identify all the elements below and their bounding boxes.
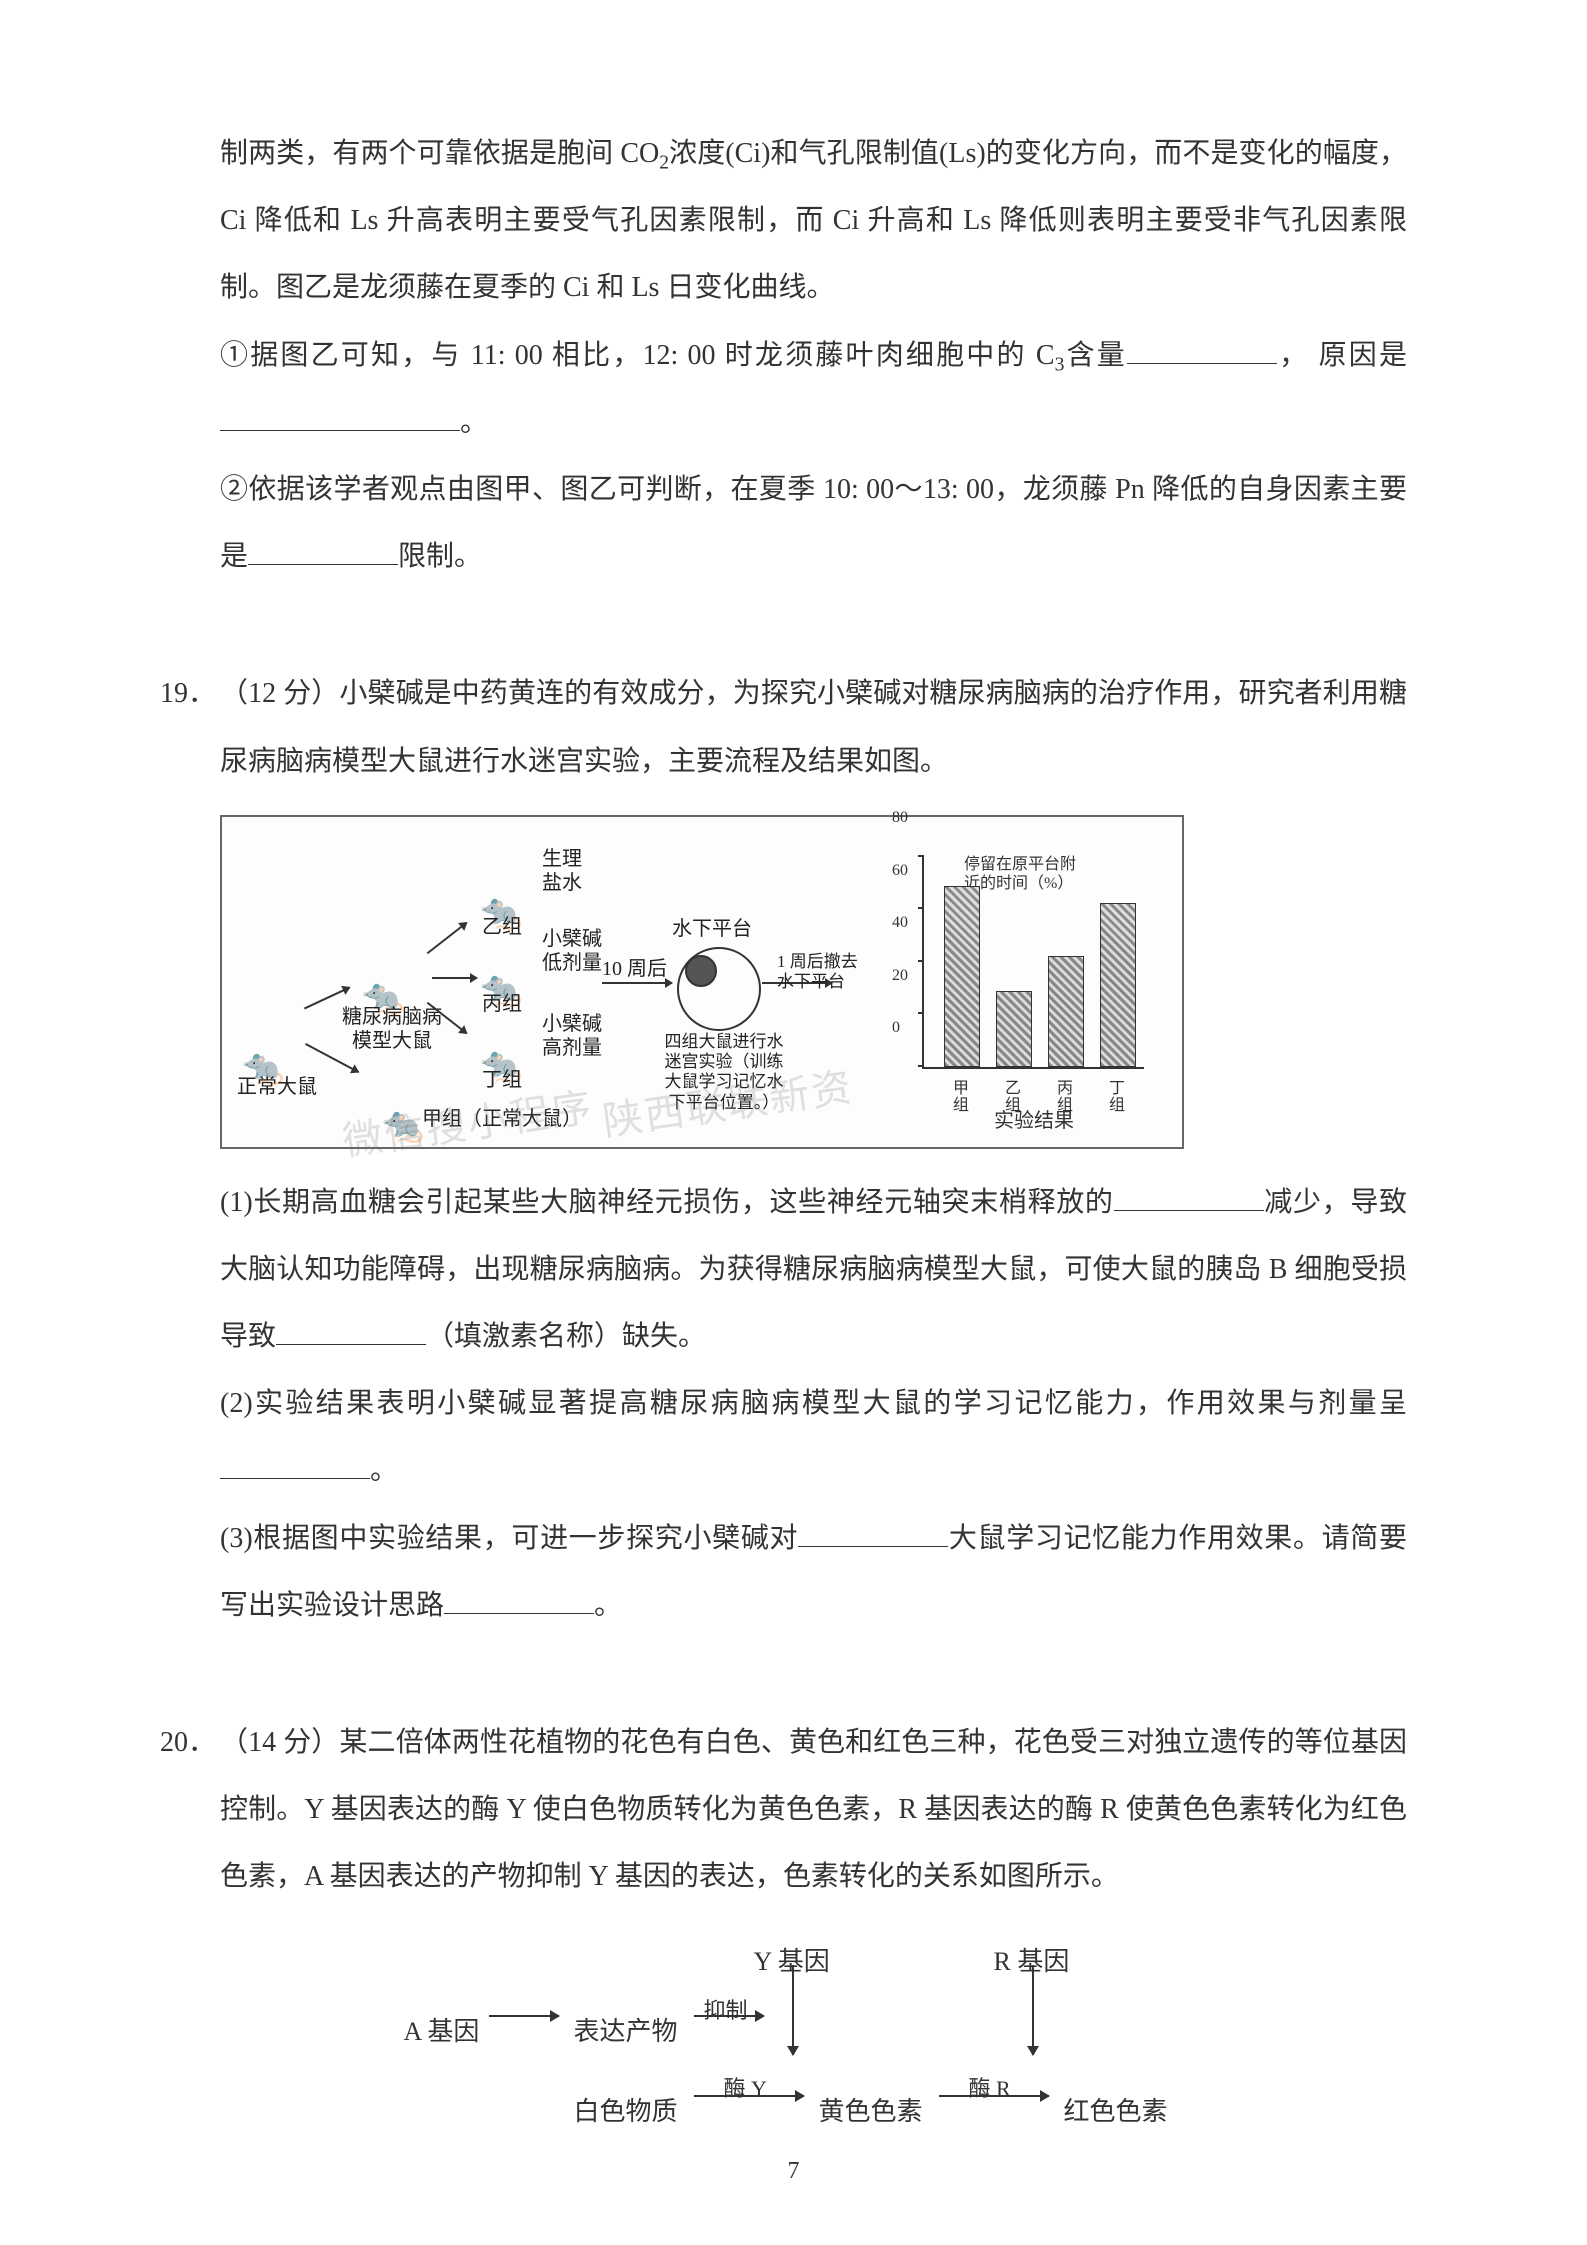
label-maze-text: 四组大鼠进行水 迷宫实验（训练 大鼠学习记忆水 下平台位置。）: [654, 1032, 794, 1114]
arrow-y-down: [792, 1965, 794, 2055]
blank-c3: [1127, 335, 1277, 364]
q19-sub2b: 。: [370, 1455, 398, 1486]
q19-stem: （12 分）小檗碱是中药黄连的有效成分，为探究小檗碱对糖尿病脑病的治疗作用，研究…: [220, 660, 1407, 794]
label-inhibit: 抑制: [704, 1985, 748, 2038]
label-saline: 生理 盐水: [542, 847, 582, 895]
label-remove: 1 周后撤去 水下平台: [777, 952, 858, 993]
ytick-line: [918, 1012, 924, 1014]
arrow-10weeks: [602, 982, 672, 984]
node-yellow: 黄色色素: [819, 2081, 923, 2143]
q20-stem-text: 某二倍体两性花植物的花色有白色、黄色和红色三种，花色受三对独立遗传的等位基因控制…: [220, 1727, 1407, 1892]
q19-sub1: (1)长期高血糖会引起某些大脑神经元损伤，这些神经元轴突末梢释放的减少，导致大脑…: [220, 1169, 1407, 1371]
blank-hormone: [276, 1316, 426, 1345]
q19-sub3: (3)根据图中实验结果，可进一步探究小檗碱对大鼠学习记忆能力作用效果。请简要写出…: [220, 1505, 1407, 1639]
blank-design: [444, 1585, 594, 1614]
q19-sub2a: (2)实验结果表明小檗碱显著提高糖尿病脑病模型大鼠的学习记忆能力，作用效果与剂量…: [220, 1388, 1407, 1419]
blank-factor: [248, 536, 398, 565]
q20-stem: （14 分）某二倍体两性花植物的花色有白色、黄色和红色三种，花色受三对独立遗传的…: [220, 1709, 1407, 1911]
label-bing: 丙组: [482, 992, 522, 1016]
q19-sub3c: 。: [594, 1590, 622, 1621]
co2-sub: 2: [659, 153, 669, 174]
question-20: 20． （14 分）某二倍体两性花植物的花色有白色、黄色和红色三种，花色受三对独…: [220, 1709, 1407, 2131]
platform-inner: [685, 955, 717, 987]
experiment-diagram: 🐀 正常大鼠 🐀 糖尿病脑病 模型大鼠: [220, 815, 1184, 1149]
node-red: 红色色素: [1064, 2081, 1168, 2143]
ytick-40: 40: [892, 904, 908, 942]
intro-p1a: 制两类，有两个可靠依据是胞间 CO: [220, 138, 659, 169]
bar-yi: [996, 991, 1032, 1067]
node-white: 白色物质: [574, 2081, 678, 2143]
intro-p2d: 。: [460, 407, 488, 438]
intro-p2b: 含量: [1064, 340, 1127, 371]
chart-title: 停留在原平台附 近的时间（%）: [964, 855, 1076, 893]
label-model-rat: 糖尿病脑病 模型大鼠: [332, 1005, 452, 1053]
blank-neurotransmitter: [1114, 1182, 1264, 1211]
label-yi: 乙组: [482, 915, 522, 939]
ytick-80: 80: [892, 799, 908, 837]
label-enzyme-y: 酶 Y: [724, 2063, 767, 2116]
bar-ding: [1100, 903, 1136, 1067]
ytick-60: 60: [892, 852, 908, 890]
q19-sub2: (2)实验结果表明小檗碱显著提高糖尿病脑病模型大鼠的学习记忆能力，作用效果与剂量…: [220, 1370, 1407, 1504]
intro-p3b: 限制。: [398, 541, 482, 572]
label-normal-rat: 正常大鼠: [232, 1075, 322, 1099]
q19-body: （12 分）小檗碱是中药黄连的有效成分，为探究小檗碱对糖尿病脑病的治疗作用，研究…: [220, 660, 1407, 1639]
intro-p2a: ①据图乙可知，与 11: 00 相比，12: 00 时龙须藤叶肉细胞中的 C: [220, 340, 1055, 371]
q20-head: 20． （14 分）某二倍体两性花植物的花色有白色、黄色和红色三种，花色受三对独…: [220, 1709, 1407, 2131]
ytick-20: 20: [892, 957, 908, 995]
page-number: 7: [0, 2158, 1587, 2185]
ytick-line: [918, 855, 924, 857]
content-area: 制两类，有两个可靠依据是胞间 CO2浓度(Ci)和气孔限制值(Ls)的变化方向，…: [220, 120, 1407, 2131]
result-bar-chart: 停留在原平台附 近的时间（%） 0 20 40 60 80: [922, 857, 1144, 1069]
q19-sub1c: （填激素名称）缺失。: [426, 1321, 706, 1352]
blank-rat-type: [798, 1518, 948, 1547]
ytick-0: 0: [892, 1009, 900, 1047]
q19-sub1a: (1)长期高血糖会引起某些大脑神经元损伤，这些神经元轴突末梢释放的: [220, 1187, 1114, 1218]
q20-number: 20．: [160, 1709, 220, 2131]
node-a-gene: A 基因: [404, 2001, 480, 2063]
label-jia: 甲组（正常大鼠）: [422, 1107, 592, 1131]
label-enzyme-r: 酶 R: [969, 2063, 1011, 2116]
arrow-r-down: [1032, 1965, 1034, 2055]
rat-icon: 🐀: [382, 1085, 424, 1167]
bar-jia: [944, 886, 980, 1067]
blank-reason: [220, 402, 460, 431]
label-lowdose: 小檗碱 低剂量: [542, 927, 602, 975]
q19-points: （12 分）: [220, 678, 339, 709]
q20-body: （14 分）某二倍体两性花植物的花色有白色、黄色和红色三种，花色受三对独立遗传的…: [220, 1709, 1407, 2131]
q19-stem-text: 小檗碱是中药黄连的有效成分，为探究小檗碱对糖尿病脑病的治疗作用，研究者利用糖尿病…: [220, 678, 1407, 776]
ytick-line: [918, 907, 924, 909]
q19-sub3a: (3)根据图中实验结果，可进一步探究小檗碱对: [220, 1523, 798, 1554]
q19-number: 19．: [160, 660, 220, 1639]
ytick-line: [918, 1065, 924, 1067]
exam-page: 制两类，有两个可靠依据是胞间 CO2浓度(Ci)和气孔限制值(Ls)的变化方向，…: [0, 0, 1587, 2245]
node-product: 表达产物: [574, 2001, 678, 2063]
label-highdose: 小檗碱 高剂量: [542, 1012, 602, 1060]
label-platform: 水下平台: [672, 917, 752, 941]
question-19: 19． （12 分）小檗碱是中药黄连的有效成分，为探究小檗碱对糖尿病脑病的治疗作…: [220, 660, 1407, 1639]
q19-figure-wrap: 🐀 正常大鼠 🐀 糖尿病脑病 模型大鼠: [220, 815, 1407, 1149]
rat-icon: 🐀: [480, 949, 522, 1031]
branch-arrow-2: [432, 977, 477, 979]
arrow-a-to-product: [489, 2015, 559, 2017]
intro-p1: 制两类，有两个可靠依据是胞间 CO2浓度(Ci)和气孔限制值(Ls)的变化方向，…: [220, 120, 1407, 322]
blank-dose-relation: [220, 1450, 370, 1479]
intro-p2: ①据图乙可知，与 11: 00 相比，12: 00 时龙须藤叶肉细胞中的 C3含…: [220, 322, 1407, 456]
q19-head: 19． （12 分）小檗碱是中药黄连的有效成分，为探究小檗碱对糖尿病脑病的治疗作…: [220, 660, 1407, 1639]
rat-icon: 🐀: [480, 1025, 522, 1107]
branch-arrow-1: [427, 922, 468, 954]
ytick-line: [918, 960, 924, 962]
label-ding: 丁组: [482, 1068, 522, 1092]
q20-points: （14 分）: [220, 1727, 339, 1758]
rat-icon: 🐀: [480, 872, 522, 954]
label-10weeks: 10 周后: [602, 957, 667, 981]
intro-p2c: ， 原因是: [1277, 340, 1407, 371]
chart-caption: 实验结果: [924, 1097, 1144, 1145]
bar-bing: [1048, 956, 1084, 1067]
c3-sub: 3: [1055, 354, 1065, 375]
gene-pathway-diagram: Y 基因 R 基因 A 基因 表达产物 抑制 白色物质: [404, 1931, 1224, 2131]
intro-p3: ②依据该学者观点由图甲、图乙可判断，在夏季 10: 00～13: 00，龙须藤 …: [220, 456, 1407, 590]
